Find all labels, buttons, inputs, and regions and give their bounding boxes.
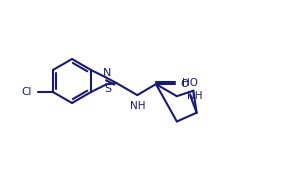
- Text: HO: HO: [182, 78, 198, 88]
- Text: O: O: [181, 79, 189, 89]
- Text: S: S: [105, 84, 112, 94]
- Text: NH: NH: [187, 91, 202, 101]
- Text: NH: NH: [130, 101, 145, 111]
- Text: Cl: Cl: [22, 87, 32, 97]
- Text: N: N: [103, 68, 111, 78]
